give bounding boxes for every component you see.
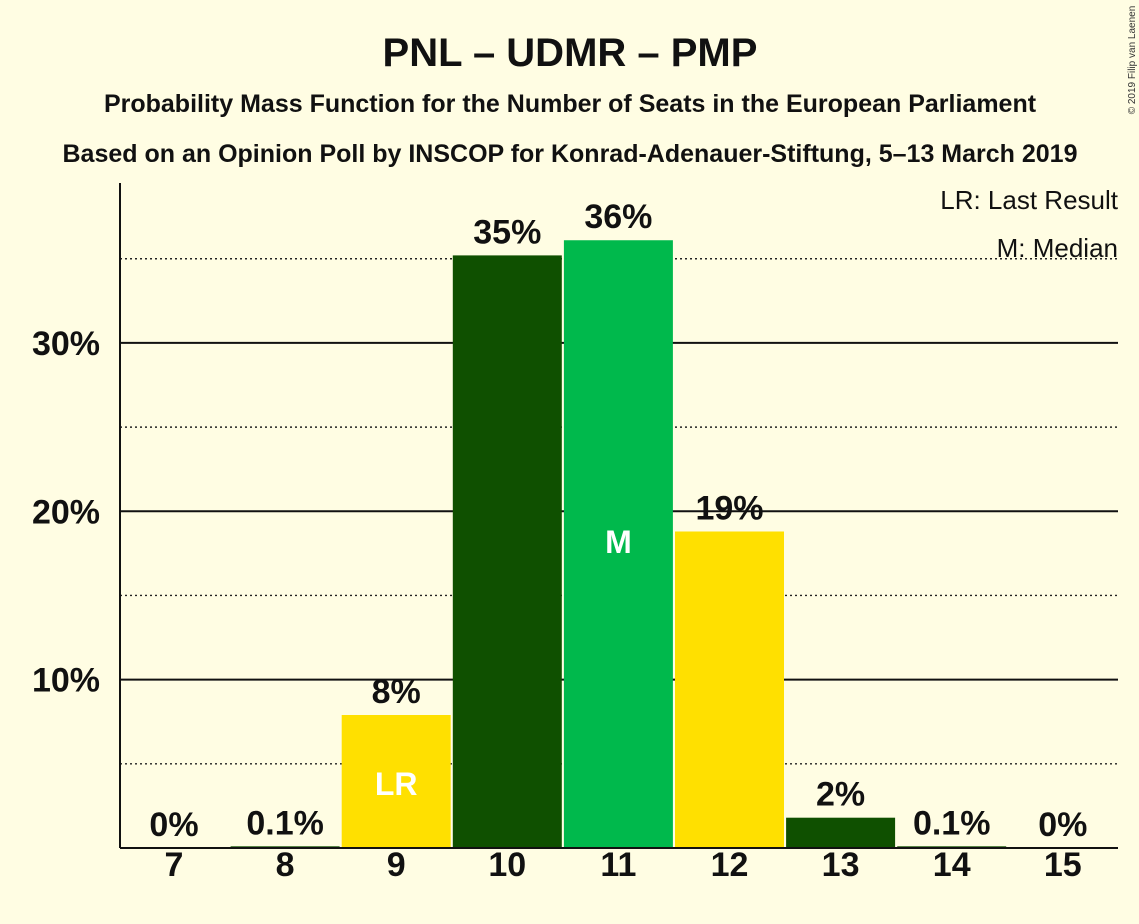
chart-subtitle-2: Based on an Opinion Poll by INSCOP for K…	[63, 140, 1078, 168]
data-label-seats-7: 0%	[149, 806, 198, 844]
data-label-seats-13: 2%	[816, 776, 865, 814]
bars	[230, 240, 1007, 849]
median-marker: M	[605, 524, 632, 560]
x-tick-label: 11	[600, 846, 636, 884]
last-result-marker: LR	[375, 766, 418, 802]
bar-seats-11	[563, 240, 673, 849]
data-label-seats-11: 36%	[584, 198, 652, 236]
x-tick-label: 15	[1044, 846, 1082, 884]
bar-seats-10	[452, 255, 562, 849]
bar-seats-9	[341, 715, 451, 848]
legend-last-result: LR: Last Result	[940, 185, 1119, 215]
data-label-seats-14: 0.1%	[913, 804, 991, 842]
copyright-text: © 2019 Filip van Laenen	[1127, 6, 1138, 115]
x-tick-label: 7	[165, 846, 184, 884]
data-label-seats-8: 0.1%	[246, 804, 324, 842]
x-tick-label: 14	[933, 846, 971, 884]
y-tick-label: 20%	[32, 493, 100, 531]
data-label-seats-9: 8%	[372, 673, 421, 711]
x-tick-label: 8	[276, 846, 295, 884]
bar-seats-13	[786, 817, 896, 848]
bar-seats-12	[675, 531, 784, 848]
legend-median: M: Median	[997, 233, 1118, 263]
axes: 10% 20% 30% 7 8 9 10 11 12 13 14 15	[32, 183, 1118, 884]
x-tick-label: 10	[488, 846, 526, 884]
chart-title: PNL – UDMR – PMP	[383, 31, 758, 75]
y-tick-label: 30%	[32, 325, 100, 363]
x-tick-label: 9	[387, 846, 406, 884]
y-tick-label: 10%	[32, 662, 100, 700]
data-label-seats-10: 35%	[473, 213, 541, 251]
chart-subtitle-1: Probability Mass Function for the Number…	[104, 90, 1037, 118]
data-label-seats-12: 19%	[695, 489, 763, 527]
data-labels: 0% 0.1% 8% LR 35% 36% M 19% 2% 0.1% 0%	[149, 198, 1087, 844]
x-tick-label: 12	[711, 846, 749, 884]
data-label-seats-15: 0%	[1038, 806, 1087, 844]
x-tick-label: 13	[822, 846, 860, 884]
